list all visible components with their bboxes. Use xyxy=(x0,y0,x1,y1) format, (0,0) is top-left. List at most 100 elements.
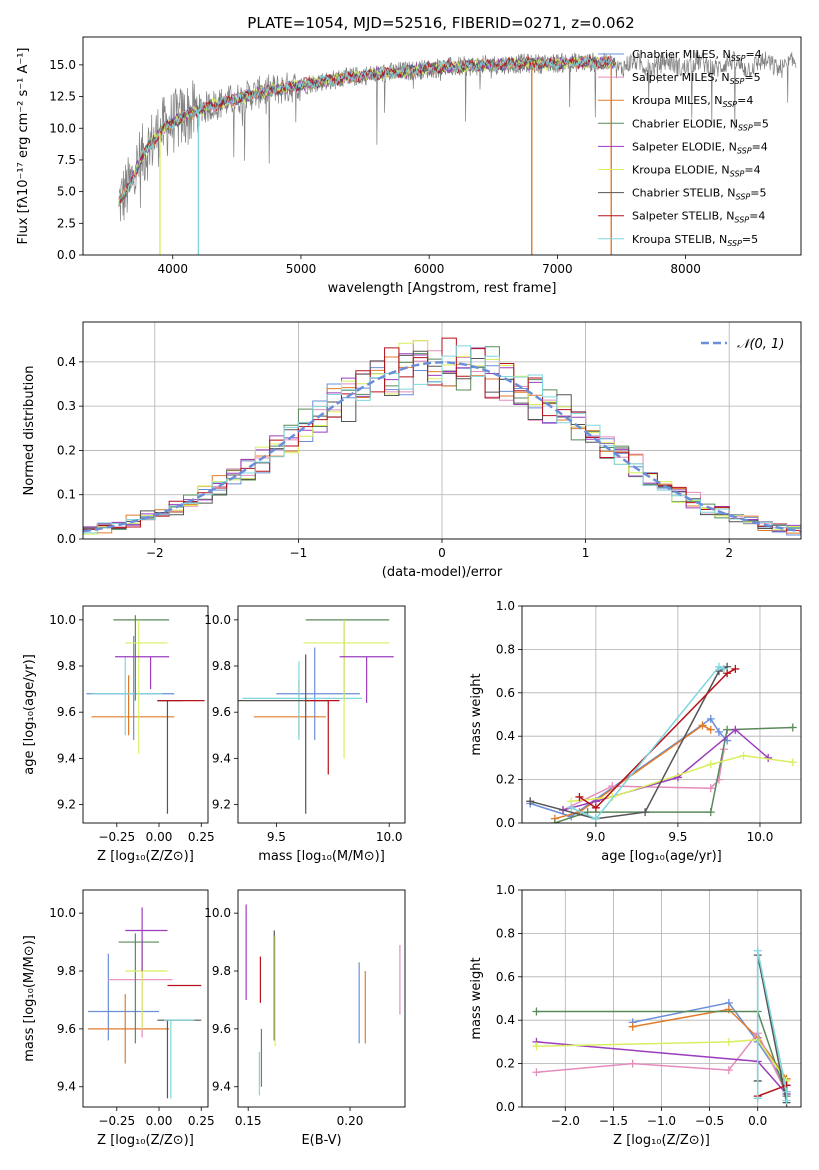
y-tick-label: 9.6 xyxy=(57,705,76,719)
errorbar-point xyxy=(91,656,163,736)
x-tick-label: 9.0 xyxy=(586,830,605,844)
series-line xyxy=(632,1008,788,1080)
y-tick-label: 15.0 xyxy=(49,58,76,72)
panel-residual_histogram: −2 −1 0 1 2 0.0 0.1 0.2 0.3 0.4 (data-model)/error… xyxy=(22,321,802,580)
figure-title: PLATE=1054, MJD=52516, FIBERID=0271, z=0… xyxy=(247,14,634,32)
x-tick-label: −2 xyxy=(146,546,164,560)
x-axis-label: Z [log₁₀(Z/Z⊙)] xyxy=(97,849,194,864)
series-point xyxy=(550,819,559,823)
y-tick-label: 0.0 xyxy=(57,532,76,546)
x-tick-label: 0.25 xyxy=(188,830,215,844)
y-tick-label: 0.8 xyxy=(496,642,515,656)
legend-label: Kroupa STELIB, NSSP=5 xyxy=(632,233,758,248)
series-point xyxy=(723,725,732,734)
y-axis-label: mass weight xyxy=(469,673,484,755)
errorbar-point xyxy=(91,675,175,736)
panel-mass_weight_vs_metallicity: −2.0 −1.5 −1.0 −0.5 0.0 0.0 0.2 0.4 0.6 0.8 1.0 Z [… xyxy=(469,883,802,1148)
errorbar-point xyxy=(164,1019,195,1099)
y-tick-label: 12.5 xyxy=(49,90,76,104)
model-spectrum xyxy=(118,55,616,207)
errorbar-point xyxy=(108,939,173,1038)
plot-area xyxy=(522,890,801,1107)
series-point xyxy=(714,662,723,671)
plot-area xyxy=(522,606,801,823)
x-axis-label: (data-model)/error xyxy=(382,565,503,580)
axes-frame xyxy=(237,889,406,1108)
series xyxy=(567,662,728,823)
y-tick-label: 0.4 xyxy=(496,729,515,743)
y-tick-label: 0.0 xyxy=(496,1100,515,1114)
y-axis-label: mass [log₁₀(M/M⊙)] xyxy=(22,935,37,1062)
legend-label: Chabrier ELODIE, NSSP=5 xyxy=(632,117,769,132)
series-point xyxy=(628,1059,637,1068)
x-tick-label: 9.5 xyxy=(668,830,687,844)
series-line xyxy=(536,1038,788,1082)
x-tick-label: 5000 xyxy=(286,262,317,276)
errorbar-point xyxy=(88,994,170,1064)
series-point xyxy=(575,792,584,801)
errorbar-point xyxy=(125,619,168,754)
errorbar-point xyxy=(88,953,160,1041)
y-tick-label: 0.6 xyxy=(496,686,515,700)
series-point xyxy=(706,725,715,734)
x-tick-label: 8000 xyxy=(670,262,701,276)
y-tick-label: 0.0 xyxy=(57,248,76,262)
errorbar-point xyxy=(113,615,170,701)
y-tick-label: 10.0 xyxy=(204,906,231,920)
series-point xyxy=(628,1022,637,1031)
legend-label: Chabrier MILES, NSSP=4 xyxy=(632,48,762,63)
series-point xyxy=(739,751,748,760)
series-point xyxy=(724,1037,733,1046)
series-point xyxy=(591,803,600,812)
errorbar-point xyxy=(157,700,183,814)
legend-label: Salpeter STELIB, NSSP=4 xyxy=(632,210,765,225)
plot-area xyxy=(118,51,797,255)
y-tick-label: 0.1 xyxy=(57,488,76,502)
series-line xyxy=(757,1084,788,1097)
errorbar-point xyxy=(276,647,360,740)
y-tick-label: 9.6 xyxy=(212,705,231,719)
plot-area xyxy=(245,904,401,1096)
series-point xyxy=(532,1068,541,1077)
x-tick-label: 2 xyxy=(725,546,733,560)
y-tick-label: 9.8 xyxy=(212,659,231,673)
plot-area xyxy=(88,907,202,1099)
series xyxy=(526,662,732,823)
x-tick-label: 9.5 xyxy=(267,830,286,844)
y-tick-label: 0.2 xyxy=(496,773,515,787)
series-point xyxy=(641,808,650,817)
y-tick-label: 1.0 xyxy=(496,599,515,613)
x-tick-label: 0.0 xyxy=(748,1114,767,1128)
errorbar-point xyxy=(157,1019,202,1099)
y-tick-label: 10.0 xyxy=(49,613,76,627)
x-tick-label: 7000 xyxy=(542,262,573,276)
series-point xyxy=(706,714,715,723)
series-line xyxy=(562,728,769,811)
series-point xyxy=(723,669,732,678)
x-tick-label: 0.25 xyxy=(188,1114,215,1128)
series-point xyxy=(532,1007,541,1016)
y-tick-label: 0.3 xyxy=(57,399,76,413)
series-point xyxy=(532,1042,541,1051)
legend-label: Salpeter ELODIE, NSSP=4 xyxy=(632,140,768,155)
errorbar-point xyxy=(115,656,170,690)
y-tick-label: 0.2 xyxy=(496,1057,515,1071)
series-point xyxy=(782,1096,791,1105)
y-tick-label: 9.8 xyxy=(57,659,76,673)
panel-mass_vs_ebv: 0.15 0.20 9.4 9.6 9.8 10.0 E(B-V) xyxy=(204,889,406,1148)
series-point xyxy=(526,797,535,806)
series-point xyxy=(753,1094,762,1103)
series-line xyxy=(578,668,736,809)
errorbar-point xyxy=(118,933,160,1044)
series-line xyxy=(554,726,793,823)
y-axis-label: Flux [fλ10⁻¹⁷ erg cm⁻² s⁻¹ A⁻¹] xyxy=(16,48,31,245)
axes-frame xyxy=(82,605,209,824)
y-axis-label: Normed distribution xyxy=(22,366,37,496)
series-line xyxy=(756,954,788,1103)
x-axis-label: mass [log₁₀(M/M⊙)] xyxy=(258,849,385,864)
series xyxy=(575,664,740,812)
y-tick-label: 0.4 xyxy=(496,1013,515,1027)
panel-spectrum: 4000 5000 6000 7000 8000 0.0 2.5 5.0 7.5 10.0 12.5… xyxy=(16,36,802,296)
panel-age_vs_metallicity: −0.25 0.00 0.25 9.2 9.4 9.6 9.8 10.0 Z [log₁₀(Z/… xyxy=(22,605,215,864)
